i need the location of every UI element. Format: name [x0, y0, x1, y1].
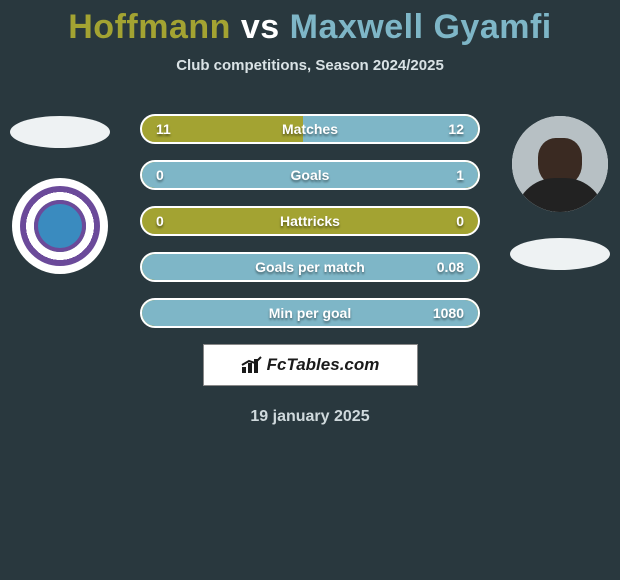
- vs-text: vs: [241, 8, 280, 46]
- stat-value-player2: 1080: [433, 305, 464, 321]
- stat-label: Min per goal: [269, 305, 351, 321]
- player1-name: Hoffmann: [68, 8, 231, 46]
- player2-photo: [512, 116, 608, 212]
- stat-bar: 0 Goals 1: [140, 160, 480, 190]
- chart-icon: [241, 356, 263, 374]
- stat-bar: 0 Hattricks 0: [140, 206, 480, 236]
- club-badge-icon: [20, 186, 100, 266]
- stat-bars: 11 Matches 12 0 Goals 1 0 Hattricks 0 Goals per m…: [140, 114, 480, 328]
- stat-bar: Min per goal 1080: [140, 298, 480, 328]
- stat-value-player2: 12: [448, 121, 464, 137]
- stat-value-player2: 1: [456, 167, 464, 183]
- comparison-body: 11 Matches 12 0 Goals 1 0 Hattricks 0 Goals per m…: [0, 114, 620, 426]
- player1-club-badge: [12, 178, 108, 274]
- branding-box: FcTables.com: [203, 344, 418, 386]
- player1-column: [0, 114, 120, 274]
- stat-label: Matches: [282, 121, 338, 137]
- player2-name: Maxwell Gyamfi: [290, 8, 552, 46]
- stat-label: Goals: [291, 167, 330, 183]
- branding-text: FcTables.com: [267, 355, 380, 375]
- stat-bar: Goals per match 0.08: [140, 252, 480, 282]
- subtitle: Club competitions, Season 2024/2025: [0, 57, 620, 74]
- stat-label: Goals per match: [255, 259, 365, 275]
- player2-club-placeholder: [510, 238, 610, 270]
- date-text: 19 january 2025: [0, 408, 620, 426]
- player2-column: [500, 114, 620, 270]
- stat-value-player1: 0: [156, 213, 164, 229]
- stat-value-player1: 0: [156, 167, 164, 183]
- stat-bar: 11 Matches 12: [140, 114, 480, 144]
- comparison-title: Hoffmann vs Maxwell Gyamfi: [0, 0, 620, 51]
- stat-label: Hattricks: [280, 213, 340, 229]
- player1-photo-placeholder: [10, 116, 110, 148]
- player-photo-icon: [512, 116, 608, 212]
- stat-value-player1: 11: [156, 121, 171, 137]
- stat-value-player2: 0.08: [437, 259, 464, 275]
- stat-value-player2: 0: [456, 213, 464, 229]
